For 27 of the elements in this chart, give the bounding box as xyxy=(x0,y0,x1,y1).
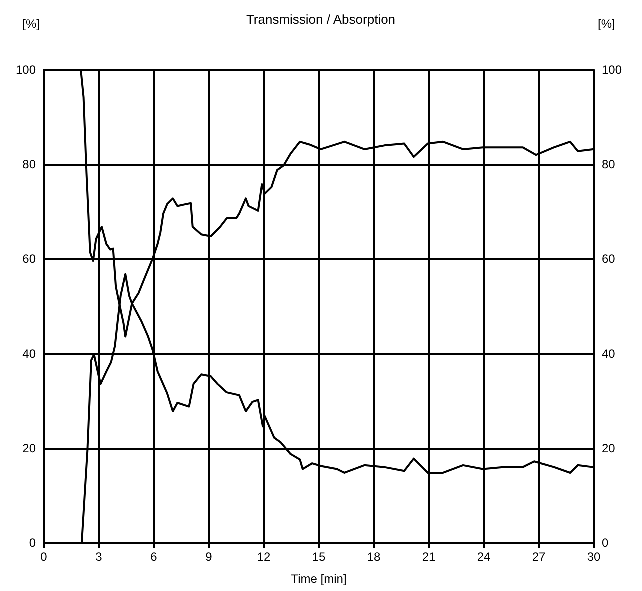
y-axis-title: [%] xyxy=(22,17,40,31)
x-tick-label: 30 xyxy=(587,550,601,564)
y2-tick-label: 80 xyxy=(602,158,616,172)
y-tick-label: 40 xyxy=(22,346,36,361)
y2-tick-label: 20 xyxy=(602,441,616,456)
x-tick-label: 0 xyxy=(40,550,48,564)
y2-tick-label: 100 xyxy=(602,63,622,77)
y2-tick-label: 40 xyxy=(602,346,616,361)
y2-tick-label: 60 xyxy=(602,252,616,266)
y-tick-label: 60 xyxy=(22,252,36,266)
x-tick-label: 6 xyxy=(150,550,158,564)
y-tick-label: 100 xyxy=(16,63,36,77)
chart-title: Transmission / Absorption xyxy=(246,12,396,27)
y-tick-label: 20 xyxy=(22,441,36,456)
x-axis-title: Time [min] xyxy=(291,572,347,586)
x-tick-label: 3 xyxy=(96,550,103,564)
x-tick-label: 24 xyxy=(477,550,491,564)
y2-axis-title: [%] xyxy=(598,17,616,31)
x-tick-label: 15 xyxy=(312,550,326,564)
y2-tick-label: 0 xyxy=(602,536,609,550)
x-tick-label: 9 xyxy=(206,550,213,564)
x-tick-label: 12 xyxy=(257,550,271,564)
x-tick-label: 21 xyxy=(422,550,436,564)
x-tick-label: 18 xyxy=(367,550,381,564)
y-tick-label: 80 xyxy=(22,158,36,172)
x-tick-label: 27 xyxy=(532,550,546,564)
y-tick-label: 0 xyxy=(29,536,36,550)
